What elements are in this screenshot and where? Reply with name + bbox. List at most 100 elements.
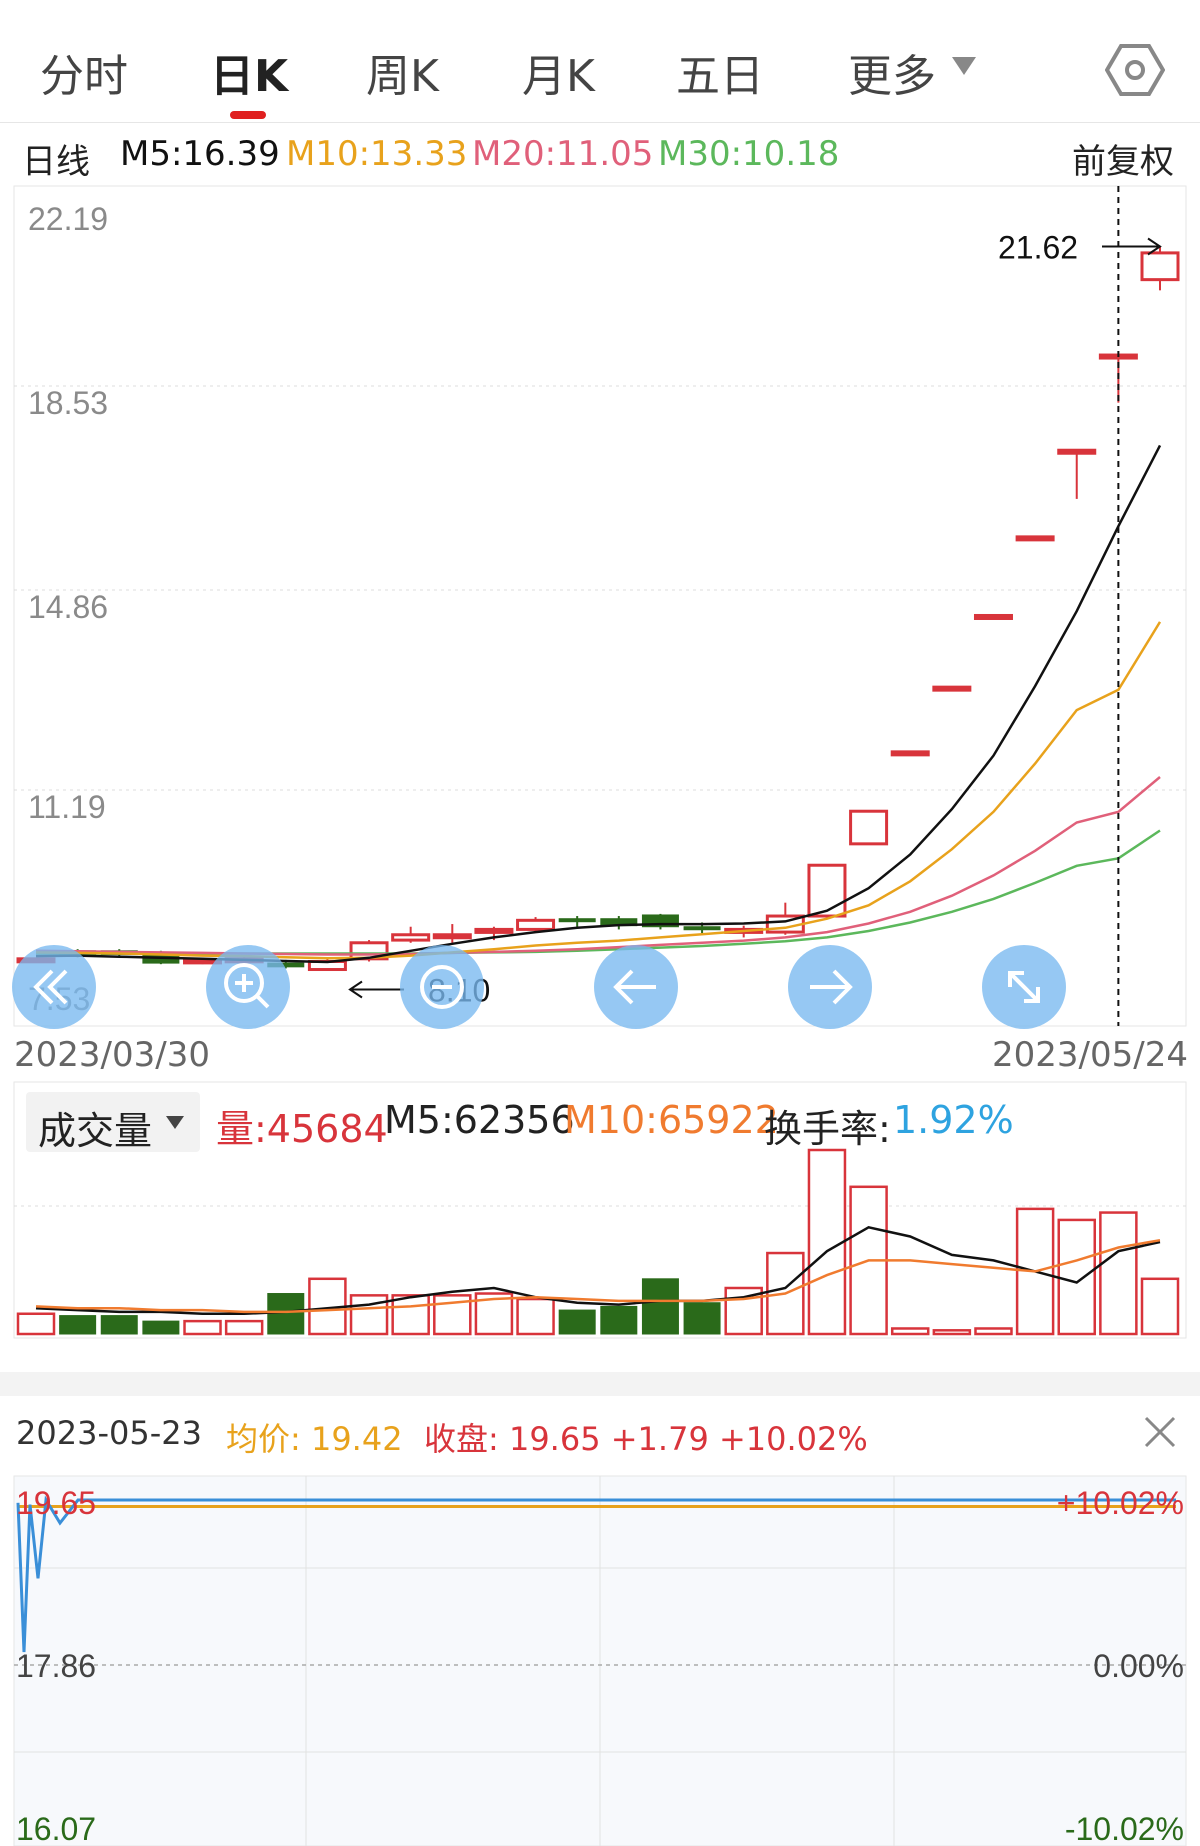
gear-icon[interactable] [1105, 42, 1165, 98]
volume-ma10-line [35, 1238, 1161, 1314]
candle [932, 685, 972, 692]
zoom-in-icon [224, 963, 270, 1009]
volume-frame [13, 1081, 1187, 1339]
close-icon[interactable] [1140, 1412, 1180, 1452]
volume-ma10: M10:65922 [564, 1098, 779, 1142]
chevron-down-icon[interactable] [952, 57, 976, 75]
tab-intraday[interactable]: 分时 [40, 51, 128, 102]
intraday-avg: 均价: 19.42 [226, 1420, 403, 1458]
ma30-line [36, 829, 1161, 955]
volume-bar [224, 1319, 264, 1336]
volume-bar [641, 1278, 679, 1335]
candle [807, 863, 847, 918]
candle [432, 933, 472, 940]
volume-bar [683, 1302, 721, 1335]
candle [391, 933, 431, 942]
volume-amount: 量:45684 [216, 1107, 388, 1151]
ma30-value: M30:10.18 [658, 134, 840, 174]
caret-down-icon [166, 1116, 184, 1129]
volume-ma5: M5:62356 [384, 1098, 575, 1142]
volume-ma5-line [35, 1225, 1161, 1316]
volume-bar [100, 1315, 138, 1335]
indicator-selector-label: 成交量 [38, 1109, 153, 1153]
low-arrow-head [348, 980, 363, 999]
tab-daily-k[interactable]: 日K [210, 51, 289, 102]
intraday-percent-label: -10.02% [1065, 1811, 1184, 1846]
y-axis-label: 14.86 [28, 589, 108, 625]
high-arrow-head [1147, 237, 1162, 256]
volume-bar [558, 1309, 596, 1335]
tab-more[interactable]: 更多 [848, 51, 936, 102]
high-price-label: 21.62 [998, 229, 1078, 265]
double-chevron-left-icon [33, 969, 68, 1005]
tab-five-day[interactable]: 五日 [676, 51, 764, 102]
ma5-line [35, 444, 1162, 964]
arrow-right-icon [810, 969, 853, 1005]
volume-bar [974, 1327, 1013, 1336]
candle [1140, 251, 1180, 282]
end-date-label: 2023/05/24 [992, 1035, 1188, 1075]
candle [890, 750, 930, 757]
ma10-value: M10:13.33 [286, 134, 468, 174]
arrow-left-icon [613, 969, 656, 1005]
intraday-price-label: 16.07 [16, 1811, 96, 1846]
intraday-percent-label: 0.00% [1093, 1648, 1184, 1684]
volume-bar [267, 1293, 305, 1335]
intraday-close: 收盘: 19.65 +1.79 +10.02% [424, 1420, 868, 1458]
active-tab-indicator [230, 111, 266, 119]
scroll-right-button[interactable] [788, 945, 872, 1029]
ma5-value: M5:16.39 [120, 134, 280, 174]
tab-weekly-k[interactable]: 周K [366, 51, 439, 102]
volume-bar [890, 1327, 930, 1336]
volume-bar [807, 1148, 847, 1336]
volume-bar [1057, 1218, 1096, 1336]
turnover-label: 换手率: [764, 1107, 891, 1151]
zoom-out-button[interactable] [400, 945, 484, 1029]
turnover-value: 1.92% [893, 1098, 1014, 1142]
y-axis-label: 22.19 [28, 201, 108, 237]
zoom-out-icon [420, 965, 464, 1009]
indicator-selector[interactable]: 成交量 [26, 1092, 200, 1153]
adjust-mode[interactable]: 前复权 [1072, 142, 1174, 182]
volume-bar [1140, 1277, 1180, 1336]
scroll-left-button[interactable] [594, 945, 678, 1029]
volume-bar [932, 1329, 972, 1336]
volume-bar [391, 1294, 430, 1336]
y-axis-label: 11.19 [28, 789, 106, 825]
volume-bar [142, 1320, 180, 1335]
period-label: 日线 [22, 142, 90, 182]
tab-monthly-k[interactable]: 月K [522, 51, 595, 102]
volume-bar [474, 1292, 514, 1336]
candle [474, 927, 514, 934]
intraday-price-line [16, 1495, 1176, 1653]
jump-start-button[interactable] [12, 945, 96, 1029]
period-tabs: 分时 日K 周K 月K 五日 更多 [0, 0, 1200, 123]
candle [1015, 535, 1055, 542]
ma-legend: 日线 M5:16.39 M10:13.33 M20:11.05 M30:10.1… [0, 130, 1200, 182]
candle [516, 918, 556, 931]
panel-divider [0, 1372, 1200, 1396]
intraday-price-label: 19.65 [16, 1485, 96, 1521]
ma20-value: M20:11.05 [472, 134, 654, 174]
volume-bar [59, 1315, 97, 1335]
kline-frame [13, 185, 1187, 1027]
fullscreen-button[interactable] [982, 945, 1066, 1029]
volume-bar [516, 1297, 555, 1336]
candle [641, 914, 679, 928]
y-axis-label: 18.53 [28, 385, 108, 421]
intraday-info: 2023-05-23 均价: 19.42 收盘: 19.65 +1.79 +10… [0, 1410, 1200, 1460]
ma20-line [35, 776, 1161, 956]
volume-bar [183, 1319, 222, 1336]
intraday-price-label: 17.86 [16, 1648, 96, 1684]
volume-bar [1099, 1211, 1138, 1336]
volume-bar [16, 1312, 56, 1336]
zoom-in-button[interactable] [206, 945, 290, 1029]
candle [849, 809, 889, 846]
start-date-label: 2023/03/30 [14, 1035, 210, 1075]
expand-icon [1008, 971, 1040, 1003]
candle [1057, 448, 1097, 455]
intraday-date: 2023-05-23 [16, 1414, 202, 1452]
candle [683, 926, 721, 931]
candle [558, 918, 596, 923]
